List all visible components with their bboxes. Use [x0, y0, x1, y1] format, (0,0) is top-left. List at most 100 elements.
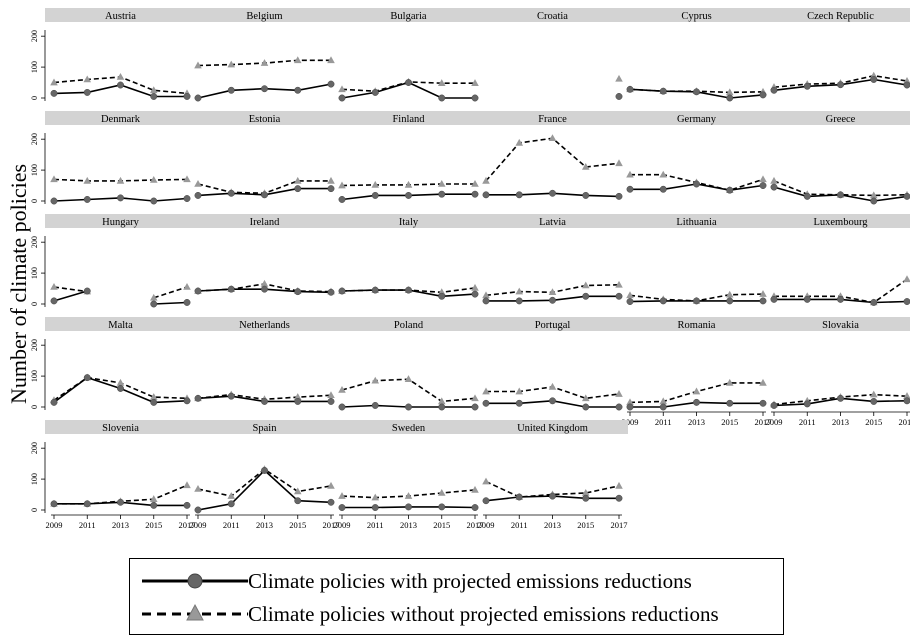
- panel-austria: Austria 0 100 200: [30, 8, 196, 101]
- data-point-with-reductions: [183, 299, 191, 306]
- data-point-without-reductions: [659, 397, 668, 405]
- data-point-with-reductions: [227, 285, 235, 293]
- panel-title: Latvia: [539, 217, 566, 228]
- data-point-with-reductions: [227, 189, 235, 197]
- panel-title-bar: [189, 8, 340, 22]
- panel-title-bar: [189, 214, 340, 228]
- data-point-without-reductions: [615, 280, 623, 288]
- data-point-without-reductions: [227, 60, 236, 68]
- panel-title: Netherlands: [239, 320, 290, 331]
- panel-title: Malta: [108, 320, 133, 331]
- data-point-with-reductions: [183, 501, 191, 509]
- panel-title: Lithuania: [676, 217, 717, 228]
- x-tick-label: 2013: [544, 520, 561, 530]
- panel-malta: Malta 0 100 200: [30, 317, 196, 410]
- data-point-without-reductions: [227, 492, 236, 499]
- panel-title: Spain: [253, 423, 278, 434]
- data-point-without-reductions: [770, 176, 778, 184]
- panel-title-bar: [333, 317, 484, 331]
- x-tick-label: 2015: [721, 417, 738, 427]
- data-point-with-reductions: [338, 403, 346, 411]
- data-point-without-reductions: [482, 291, 490, 299]
- data-point-with-reductions: [183, 93, 191, 100]
- panel-title-bar: [765, 317, 910, 331]
- x-tick-label: 2009: [766, 417, 783, 427]
- panel-title: Finland: [392, 114, 425, 125]
- panel-title: Germany: [677, 114, 717, 125]
- data-point-without-reductions: [404, 492, 413, 499]
- data-point-with-reductions: [150, 300, 158, 308]
- panel-portugal: Portugal: [477, 317, 628, 411]
- data-point-without-reductions: [759, 290, 767, 297]
- panel-title: Austria: [105, 11, 136, 22]
- y-tick-label: 0: [30, 199, 39, 203]
- data-point-with-reductions: [471, 190, 479, 198]
- panel-title-bar: [621, 8, 772, 22]
- panel-title-bar: [765, 111, 910, 125]
- data-point-without-reductions: [692, 387, 701, 395]
- data-point-with-reductions: [338, 196, 346, 203]
- y-tick-label: 100: [30, 61, 39, 73]
- panel-title-bar: [621, 111, 772, 125]
- data-point-without-reductions: [903, 392, 910, 399]
- data-point-without-reductions: [404, 375, 413, 382]
- data-point-without-reductions: [83, 75, 92, 83]
- panel-title: Slovakia: [822, 320, 859, 331]
- data-point-with-reductions: [194, 506, 202, 514]
- data-point-with-reductions: [726, 399, 734, 407]
- data-point-with-reductions: [549, 397, 556, 405]
- data-point-without-reductions: [260, 279, 269, 287]
- y-axis-title: Number of climate policies: [4, 0, 34, 637]
- data-point-without-reductions: [626, 170, 634, 178]
- data-point-without-reductions: [338, 85, 346, 93]
- data-point-with-reductions: [471, 94, 479, 102]
- panel-title-bar: [621, 317, 772, 331]
- x-tick-label: 2011: [799, 417, 816, 427]
- data-point-with-reductions: [770, 86, 778, 94]
- panel-title-bar: [45, 8, 196, 22]
- panel-title: France: [538, 114, 567, 125]
- data-point-without-reductions: [581, 394, 590, 402]
- data-point-without-reductions: [482, 477, 490, 485]
- data-point-without-reductions: [437, 288, 446, 296]
- data-point-with-reductions: [770, 295, 778, 303]
- panel-title: Bulgaria: [390, 11, 426, 22]
- y-tick-label: 0: [30, 508, 39, 512]
- data-point-with-reductions: [837, 191, 844, 199]
- data-point-without-reductions: [50, 78, 58, 86]
- data-point-with-reductions: [626, 85, 634, 93]
- data-point-without-reductions: [581, 163, 590, 170]
- data-point-with-reductions: [50, 297, 58, 305]
- data-point-with-reductions: [726, 297, 734, 305]
- data-point-with-reductions: [471, 504, 479, 511]
- panel-title-bar: [45, 214, 196, 228]
- data-point-with-reductions: [693, 398, 700, 406]
- data-point-with-reductions: [294, 185, 302, 193]
- panel-czech-republic: Czech Republic: [765, 8, 910, 94]
- y-tick-label: 0: [30, 405, 39, 409]
- data-point-without-reductions: [615, 159, 623, 167]
- panel-title-bar: [45, 111, 196, 125]
- data-point-with-reductions: [405, 286, 412, 294]
- data-point-with-reductions: [227, 500, 235, 508]
- y-tick-label: 200: [30, 236, 39, 248]
- data-point-with-reductions: [870, 299, 878, 306]
- data-point-without-reductions: [437, 79, 446, 86]
- data-point-with-reductions: [870, 197, 878, 205]
- data-point-with-reductions: [261, 466, 268, 474]
- panel-title-bar: [477, 111, 628, 125]
- series-line-without-reductions: [773, 180, 908, 197]
- data-point-with-reductions: [327, 397, 335, 405]
- data-point-with-reductions: [50, 89, 58, 97]
- data-point-without-reductions: [194, 180, 202, 187]
- data-point-with-reductions: [294, 397, 302, 405]
- panel-title-bar: [765, 8, 910, 22]
- data-point-with-reductions: [515, 297, 523, 305]
- panel-title-bar: [477, 317, 628, 331]
- panel-title-bar: [333, 420, 484, 434]
- data-point-without-reductions: [515, 387, 524, 395]
- data-point-with-reductions: [837, 81, 844, 89]
- data-point-with-reductions: [371, 504, 379, 511]
- data-point-without-reductions: [626, 398, 634, 406]
